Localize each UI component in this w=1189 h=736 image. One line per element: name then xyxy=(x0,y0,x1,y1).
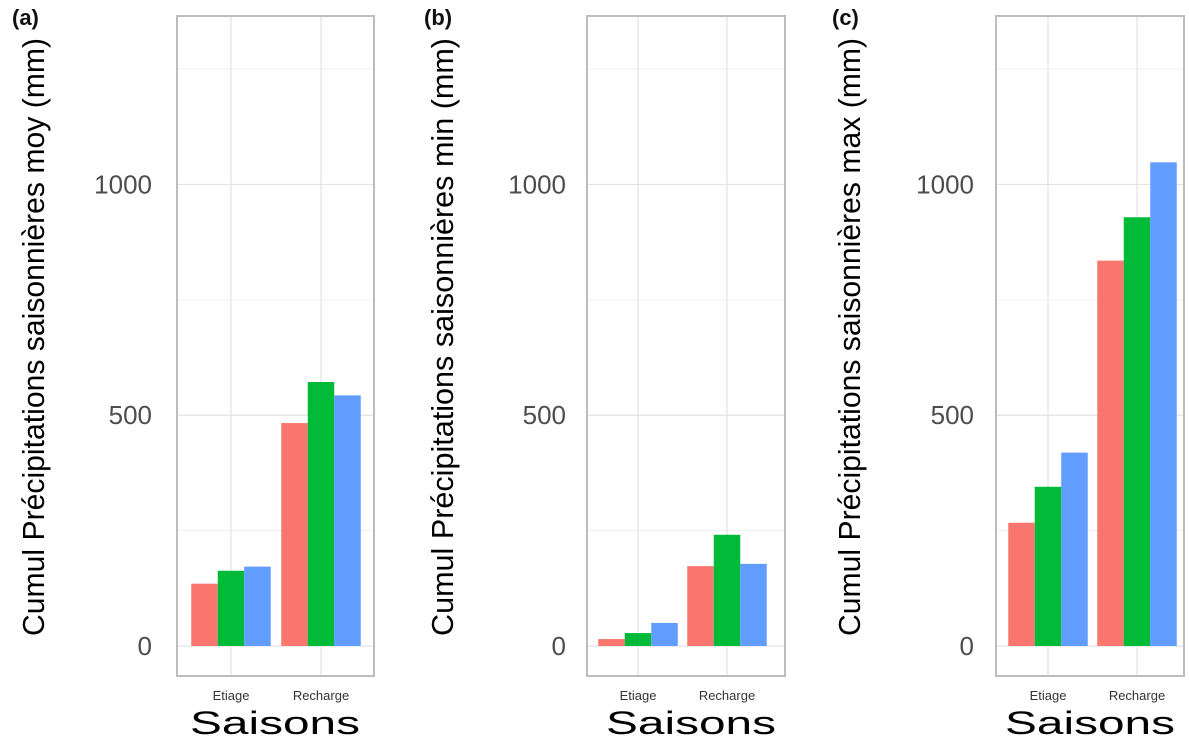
chart-b: 0 500 1000 Etiage Recharge Saisons Cumul Préci… xyxy=(424,5,786,736)
bar-recharge-1 xyxy=(1097,260,1124,646)
panel-b: 0 500 1000 Etiage Recharge Saisons Cumul Préci… xyxy=(424,5,786,736)
bar-etiage-1 xyxy=(191,583,218,646)
x-tick-label: Recharge xyxy=(1109,688,1165,703)
bar-recharge-3 xyxy=(1150,162,1177,647)
x-tick-label: Etiage xyxy=(620,688,657,703)
bar-etiage-3 xyxy=(244,566,271,646)
bar-etiage-2 xyxy=(1034,486,1062,646)
x-tick-label: Etiage xyxy=(1030,688,1067,703)
y-tick-label: 500 xyxy=(523,400,566,430)
chart-a: 0 500 1000 Etiage Recharge Saisons Cumul Préci… xyxy=(12,5,375,736)
plot-border xyxy=(586,15,786,677)
y-tick-label: 0 xyxy=(552,631,566,661)
panel-tag: (c) xyxy=(832,5,859,30)
y-tick-label: 1000 xyxy=(508,169,566,199)
y-axis-title: Cumul Précipitations saisonnières min (m… xyxy=(425,38,460,636)
x-tick-label: Recharge xyxy=(699,688,755,703)
y-tick-label: 0 xyxy=(138,631,152,661)
bar-etiage-2 xyxy=(624,633,652,646)
bar-recharge-3 xyxy=(740,563,767,646)
y-tick-label: 500 xyxy=(931,400,974,430)
y-axis-title: Cumul Précipitations saisonnières moy (m… xyxy=(16,38,51,636)
bar-recharge-2 xyxy=(713,534,741,646)
x-tick-label: Etiage xyxy=(213,688,250,703)
bar-etiage-2 xyxy=(217,570,245,646)
bar-recharge-3 xyxy=(334,395,361,646)
panel-a: 0 500 1000 Etiage Recharge Saisons Cumul Préci… xyxy=(0,0,390,736)
bar-recharge-1 xyxy=(281,423,308,646)
x-axis-title: Saisons xyxy=(606,705,776,736)
x-axis-title: Saisons xyxy=(1005,705,1175,736)
plot-border xyxy=(995,15,1185,677)
bar-etiage-3 xyxy=(1061,452,1088,646)
y-tick-label: 500 xyxy=(109,400,152,430)
y-tick-label: 1000 xyxy=(94,169,152,199)
panel-tag: (a) xyxy=(12,5,39,30)
bar-etiage-3 xyxy=(651,622,678,646)
y-tick-label: 1000 xyxy=(916,169,974,199)
panel-tag: (b) xyxy=(424,5,452,30)
y-axis-title: Cumul Précipitations saisonnières max (m… xyxy=(832,38,867,636)
bar-etiage-1 xyxy=(598,639,625,646)
x-tick-label: Recharge xyxy=(293,688,349,703)
bar-recharge-1 xyxy=(687,566,714,646)
bar-etiage-1 xyxy=(1008,522,1035,646)
x-axis-title: Saisons xyxy=(190,705,360,736)
y-tick-label: 0 xyxy=(960,631,974,661)
bar-recharge-2 xyxy=(1123,217,1151,646)
bar-recharge-2 xyxy=(307,382,335,646)
plot-border xyxy=(176,15,375,677)
